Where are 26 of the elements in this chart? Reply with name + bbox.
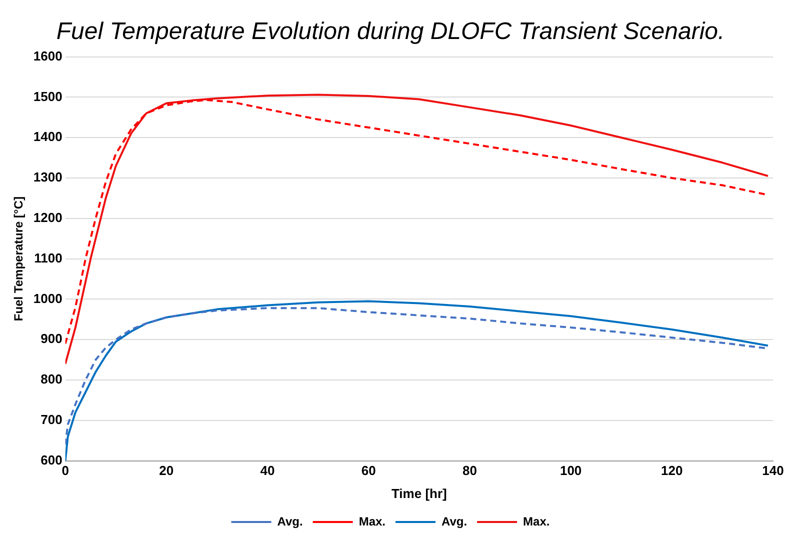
chart-title: Fuel Temperature Evolution during DLOFC Transient Scenario.: [56, 18, 725, 46]
legend-label: Max.: [358, 514, 386, 528]
y-tick-label: 1600: [33, 48, 62, 64]
x-axis-title: Time [hr]: [391, 486, 447, 501]
y-tick-label: 600: [40, 452, 62, 468]
y-tick-label: 1400: [33, 129, 62, 144]
y-tick-label: 1000: [33, 290, 62, 306]
y-tick-label: 700: [40, 412, 62, 427]
x-tick-label: 20: [159, 463, 174, 478]
y-axis-title: Fuel Temperature [°C]: [12, 196, 26, 322]
y-tick-label: 1500: [33, 88, 62, 104]
y-tick-label: 1300: [33, 170, 62, 185]
y-tick-label: 900: [40, 331, 62, 346]
x-tick-label: 80: [462, 463, 477, 478]
x-tick-label: 40: [260, 463, 275, 478]
x-tick-label: 140: [762, 463, 784, 478]
y-tick-label: 800: [40, 372, 62, 387]
y-tick-label: 1100: [34, 250, 62, 266]
x-tick-label: 60: [361, 463, 376, 478]
legend-label: Avg.: [277, 514, 303, 528]
x-tick-label: 0: [62, 463, 69, 478]
y-tick-label: 1200: [33, 210, 62, 225]
x-tick-label: 120: [661, 463, 683, 478]
legend-label: Avg.: [442, 514, 468, 528]
x-tick-label: 100: [560, 463, 582, 478]
legend-label: Max.: [523, 514, 550, 528]
